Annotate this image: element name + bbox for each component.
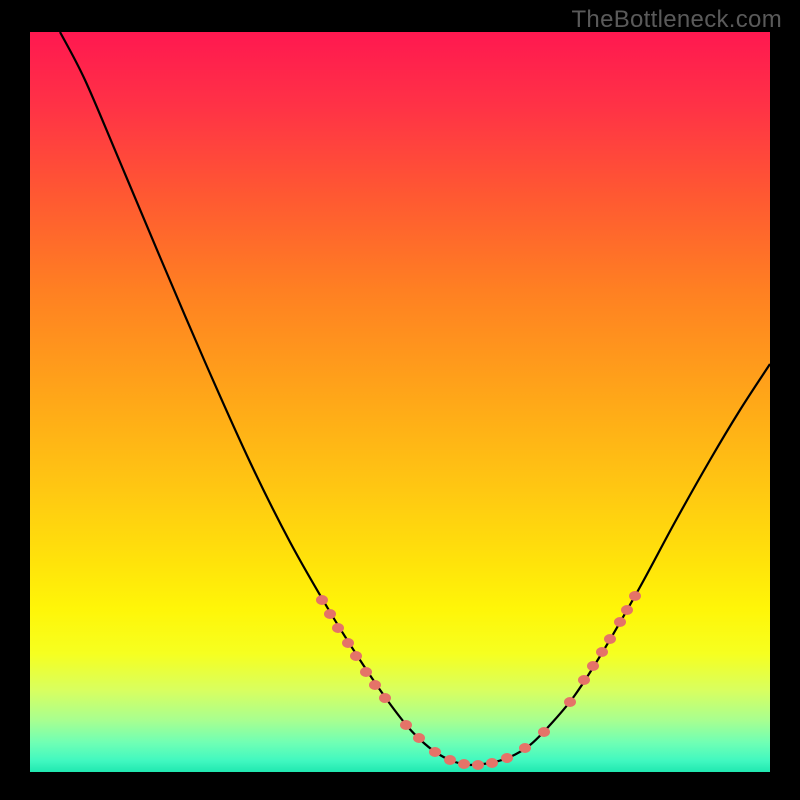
gradient-background [30, 32, 770, 772]
marker-point [324, 609, 336, 619]
plot-svg [30, 32, 770, 772]
marker-point [413, 733, 425, 743]
marker-point [444, 755, 456, 765]
marker-point [578, 675, 590, 685]
plot-area [30, 32, 770, 772]
marker-point [519, 743, 531, 753]
marker-point [621, 605, 633, 615]
marker-point [596, 647, 608, 657]
marker-point [501, 753, 513, 763]
chart-container: TheBottleneck.com [0, 0, 800, 800]
marker-point [486, 758, 498, 768]
marker-point [472, 760, 484, 770]
marker-point [587, 661, 599, 671]
marker-point [614, 617, 626, 627]
marker-point [316, 595, 328, 605]
marker-point [538, 727, 550, 737]
marker-point [369, 680, 381, 690]
marker-point [429, 747, 441, 757]
marker-point [350, 651, 362, 661]
watermark-text: TheBottleneck.com [571, 6, 782, 34]
marker-point [342, 638, 354, 648]
marker-point [360, 667, 372, 677]
marker-point [629, 591, 641, 601]
marker-point [458, 759, 470, 769]
marker-point [604, 634, 616, 644]
marker-point [400, 720, 412, 730]
marker-point [379, 693, 391, 703]
marker-point [564, 697, 576, 707]
marker-point [332, 623, 344, 633]
